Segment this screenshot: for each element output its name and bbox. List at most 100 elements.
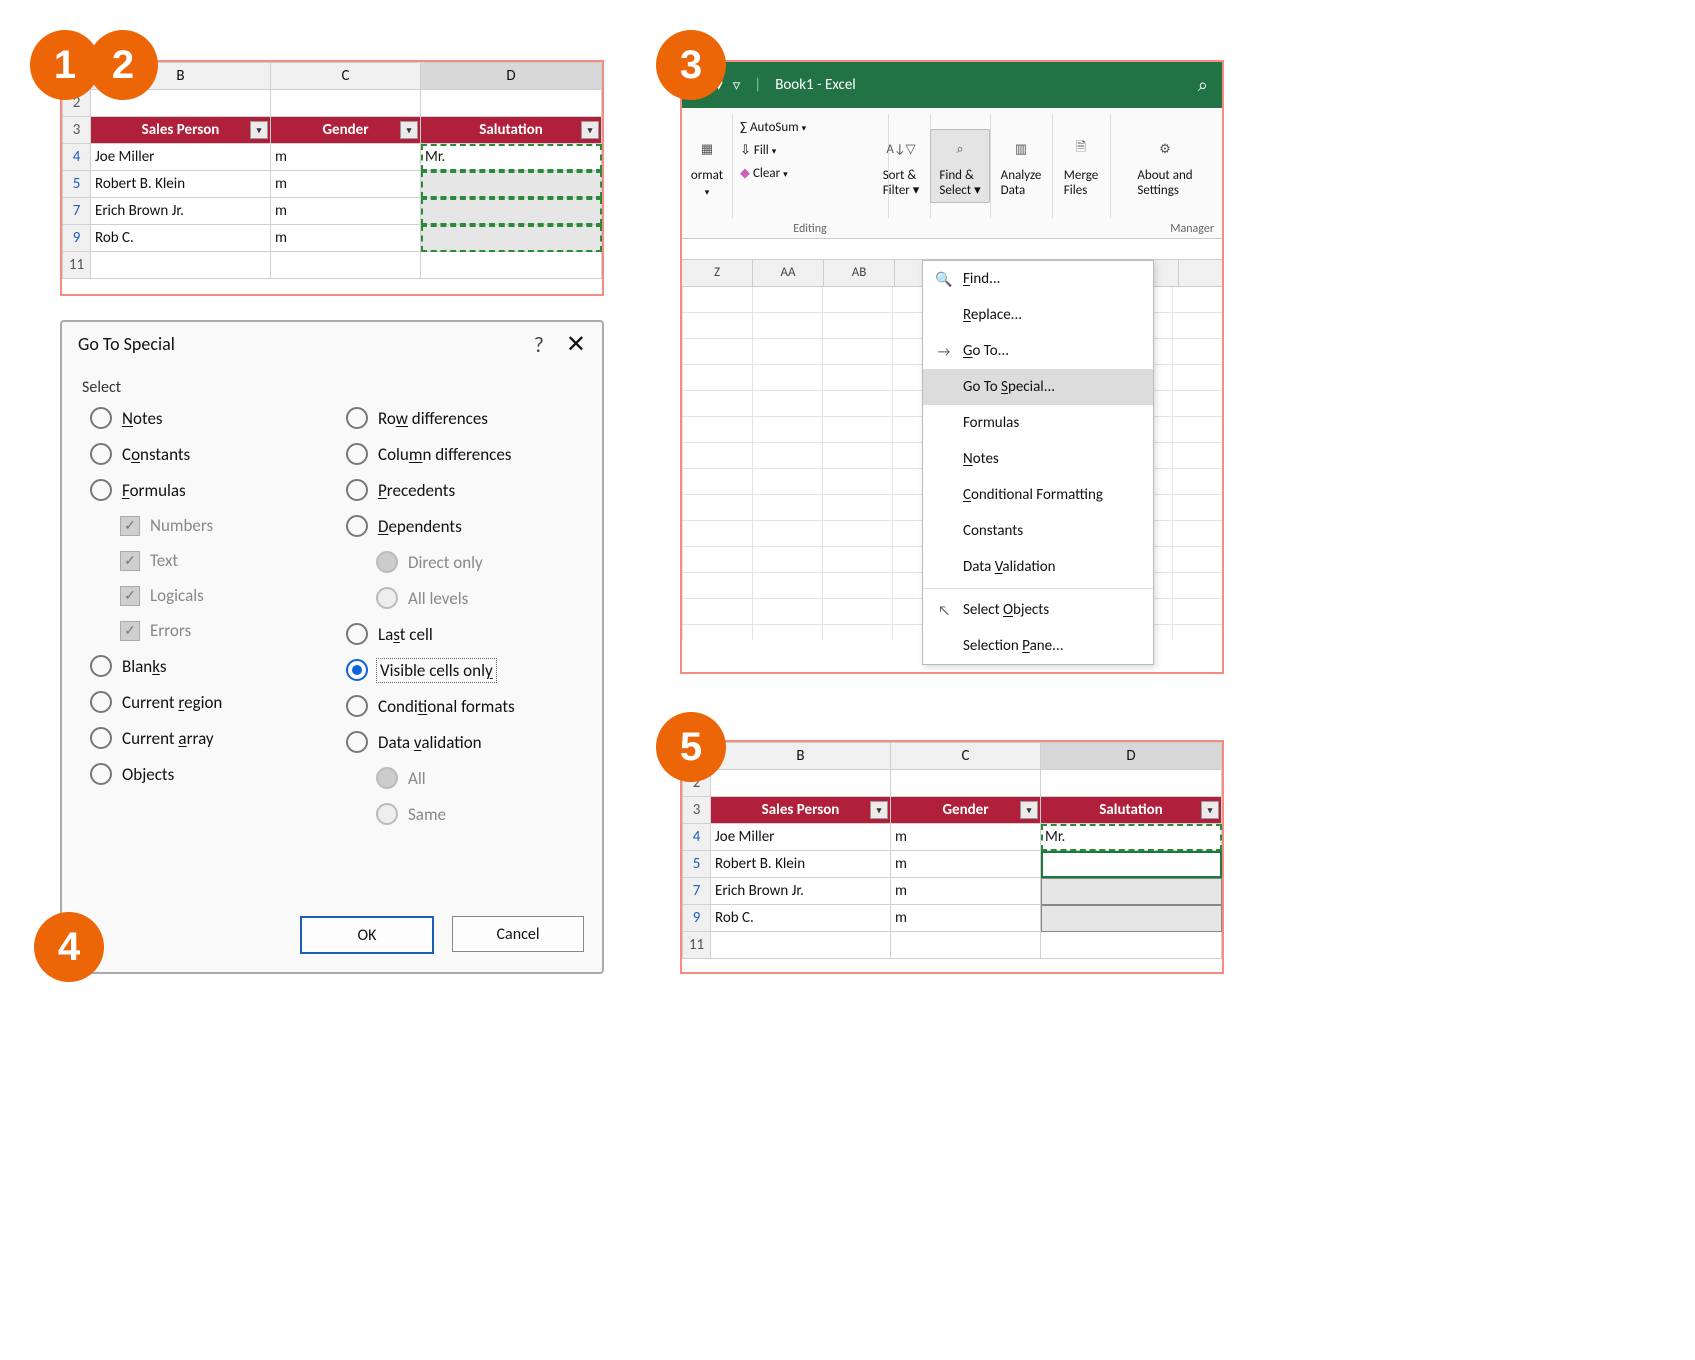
merge-files-button[interactable]: 🗎 MergeFiles: [1056, 130, 1106, 202]
radio-objects[interactable]: Objects: [90, 763, 326, 785]
cell-selected[interactable]: Mr.: [421, 144, 602, 171]
menu-item-find-[interactable]: 🔍Find...: [923, 261, 1153, 297]
col-header-d[interactable]: D: [1041, 743, 1222, 770]
cell[interactable]: m: [271, 171, 421, 198]
menu-item-select-objects[interactable]: ↖Select Objects: [923, 592, 1153, 628]
row-header[interactable]: 5: [63, 171, 91, 198]
cell[interactable]: Erich Brown Jr.: [91, 198, 271, 225]
cell-active[interactable]: [1041, 851, 1222, 878]
analyze-data-button[interactable]: ▥ AnalyzeData: [993, 130, 1050, 202]
row-header[interactable]: 9: [683, 905, 711, 932]
fill-button[interactable]: ⇩ Fill ▾: [740, 143, 776, 158]
radio-current-region[interactable]: Current region: [90, 691, 326, 713]
search-icon[interactable]: ⌕: [1198, 74, 1208, 96]
find-select-button[interactable]: ⌕ Find &Select ▾: [930, 129, 989, 203]
col-header-c[interactable]: C: [891, 743, 1041, 770]
cell[interactable]: Joe Miller: [711, 824, 891, 851]
worksheet-grid[interactable]: Z AA AB AF 🔍Find...Replace...→Go To...Go…: [682, 259, 1222, 640]
cell[interactable]: Rob C.: [711, 905, 891, 932]
col-header-b[interactable]: B: [711, 743, 891, 770]
cell[interactable]: m: [891, 905, 1041, 932]
cell-selected[interactable]: Mr.: [1041, 824, 1222, 851]
menu-item-conditional-formatting[interactable]: Conditional Formatting: [923, 477, 1153, 513]
radio-notes[interactable]: Notes: [90, 407, 326, 429]
qat-more-icon[interactable]: ▿: [733, 76, 741, 95]
menu-item-go-to-special-[interactable]: Go To Special...: [923, 369, 1153, 405]
filter-dropdown-icon[interactable]: ▾: [1201, 801, 1219, 819]
cancel-button[interactable]: Cancel: [452, 916, 584, 952]
cell[interactable]: m: [891, 878, 1041, 905]
help-icon[interactable]: ?: [534, 331, 544, 358]
row-header[interactable]: 4: [683, 824, 711, 851]
radio-precedents[interactable]: Precedents: [346, 479, 582, 501]
col-header-c[interactable]: C: [271, 63, 421, 90]
cell[interactable]: Robert B. Klein: [91, 171, 271, 198]
radio-current-array[interactable]: Current array: [90, 727, 326, 749]
cell[interactable]: Rob C.: [91, 225, 271, 252]
menu-item-constants[interactable]: Constants: [923, 513, 1153, 549]
col-header[interactable]: AA: [753, 260, 824, 286]
ok-button[interactable]: OK: [300, 916, 434, 954]
table-header-salesperson[interactable]: Sales Person▾: [711, 797, 891, 824]
cell[interactable]: Joe Miller: [91, 144, 271, 171]
row-header[interactable]: 3: [683, 797, 711, 824]
menu-item-selection-pane-[interactable]: Selection Pane...: [923, 628, 1153, 664]
radio-visible-cells[interactable]: Visible cells only: [346, 659, 582, 681]
radio-row-diff[interactable]: Row differences: [346, 407, 582, 429]
col-header[interactable]: Z: [682, 260, 753, 286]
table-header-salesperson[interactable]: Sales Person▾: [91, 117, 271, 144]
radio-blanks[interactable]: Blanks: [90, 655, 326, 677]
clear-button[interactable]: ◆ Clear ▾: [740, 166, 788, 181]
cell-selected[interactable]: [421, 198, 602, 225]
radio-formulas[interactable]: Formulas: [90, 479, 326, 501]
row-header[interactable]: 4: [63, 144, 91, 171]
format-button[interactable]: ▦ ormat▾: [683, 130, 731, 202]
titlebar: ▦ ▾ ▿ | Book1 - Excel ⌕: [682, 62, 1222, 108]
table-header-gender[interactable]: Gender▾: [271, 117, 421, 144]
cell-selected[interactable]: [421, 225, 602, 252]
cell[interactable]: m: [271, 144, 421, 171]
radio-conditional-formats[interactable]: Conditional formats: [346, 695, 582, 717]
col-header-d[interactable]: D: [421, 63, 602, 90]
cell[interactable]: Robert B. Klein: [711, 851, 891, 878]
row-header[interactable]: 7: [683, 878, 711, 905]
group-label-manager: Manager: [1110, 222, 1220, 236]
radio-dependents[interactable]: Dependents: [346, 515, 582, 537]
col-header[interactable]: AB: [824, 260, 895, 286]
menu-item-data-validation[interactable]: Data Validation: [923, 549, 1153, 585]
row-header[interactable]: 11: [683, 932, 711, 959]
cell[interactable]: Erich Brown Jr.: [711, 878, 891, 905]
cell[interactable]: m: [271, 225, 421, 252]
row-header[interactable]: 9: [63, 225, 91, 252]
filter-applied-icon[interactable]: ▾: [1020, 801, 1038, 819]
cell-selected[interactable]: [1041, 905, 1222, 932]
radio-data-validation[interactable]: Data validation: [346, 731, 582, 753]
filter-dropdown-icon[interactable]: ▾: [870, 801, 888, 819]
menu-item-replace-[interactable]: Replace...: [923, 297, 1153, 333]
row-header[interactable]: 5: [683, 851, 711, 878]
cell[interactable]: m: [271, 198, 421, 225]
menu-item-formulas[interactable]: Formulas: [923, 405, 1153, 441]
cell-selected[interactable]: [421, 171, 602, 198]
filter-applied-icon[interactable]: ▾: [400, 121, 418, 139]
menu-item-notes[interactable]: Notes: [923, 441, 1153, 477]
row-header[interactable]: 3: [63, 117, 91, 144]
cell-selected[interactable]: [1041, 878, 1222, 905]
table-header-gender[interactable]: Gender▾: [891, 797, 1041, 824]
close-icon[interactable]: ✕: [566, 330, 586, 359]
filter-dropdown-icon[interactable]: ▾: [250, 121, 268, 139]
radio-col-diff[interactable]: Column differences: [346, 443, 582, 465]
menu-item-go-to-[interactable]: →Go To...: [923, 333, 1153, 369]
filter-dropdown-icon[interactable]: ▾: [581, 121, 599, 139]
table-header-salutation[interactable]: Salutation▾: [1041, 797, 1222, 824]
cell[interactable]: m: [891, 851, 1041, 878]
row-header[interactable]: 11: [63, 252, 91, 279]
about-settings-button[interactable]: ⚙ About andSettings: [1129, 130, 1200, 202]
radio-constants[interactable]: Constants: [90, 443, 326, 465]
cell[interactable]: m: [891, 824, 1041, 851]
radio-last-cell[interactable]: Last cell: [346, 623, 582, 645]
sort-filter-button[interactable]: A↓▽ Sort &Filter ▾: [875, 130, 928, 202]
table-header-salutation[interactable]: Salutation▾: [421, 117, 602, 144]
row-header[interactable]: 7: [63, 198, 91, 225]
autosum-button[interactable]: ∑ AutoSum ▾: [740, 120, 806, 135]
